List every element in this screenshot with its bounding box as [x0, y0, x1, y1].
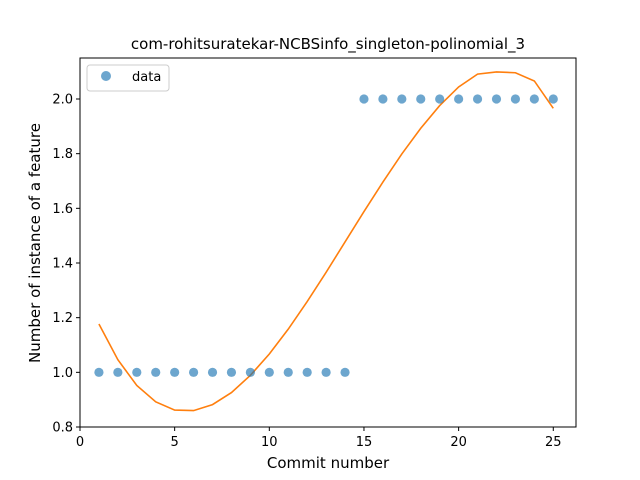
x-tick-label: 10 [261, 435, 278, 450]
axes: 0 5 10 15 20 25 0.8 1.0 1.2 1.4 1.6 1.8 2.0 [52, 93, 561, 451]
legend-marker [101, 71, 111, 81]
y-tick-label: 1.6 [52, 202, 73, 217]
data-point [378, 94, 388, 104]
y-tick-label: 0.8 [52, 421, 73, 436]
data-point [359, 94, 369, 104]
chart-title: com-rohitsuratekar-NCBSinfo_singleton-po… [131, 35, 525, 54]
data-point [491, 94, 502, 104]
data-point [94, 367, 104, 377]
x-axis-label: Commit number [267, 454, 390, 472]
data-point [340, 367, 350, 377]
data-point [321, 367, 331, 377]
data-point [283, 367, 293, 377]
y-tick-label: 1.2 [52, 311, 73, 326]
legend: data [86, 64, 170, 92]
y-tick-label: 1.8 [52, 147, 73, 162]
plot-area [94, 71, 558, 412]
data-point [226, 367, 237, 377]
data-point [207, 367, 218, 377]
data-point [151, 367, 161, 377]
x-tick-label: 20 [450, 435, 467, 450]
data-point [472, 94, 483, 104]
y-axis-label: Number of instance of a feature [26, 123, 44, 363]
x-tick-label: 25 [545, 435, 562, 450]
data-point [454, 94, 464, 104]
x-tick-label: 0 [76, 435, 84, 450]
y-tick-label: 1.4 [52, 257, 73, 272]
data-point [435, 94, 445, 104]
data-point [529, 94, 539, 104]
data-point [397, 94, 407, 104]
x-tick-label: 5 [171, 435, 179, 450]
data-point [302, 367, 312, 377]
data-point [113, 367, 123, 377]
y-tick-label: 2.0 [52, 93, 73, 108]
fit-line [98, 71, 554, 412]
data-point [548, 94, 558, 104]
data-point [245, 367, 255, 377]
x-tick-label: 15 [356, 435, 373, 450]
legend-label: data [132, 70, 161, 85]
data-point [132, 367, 142, 377]
data-point [264, 367, 274, 377]
plot-frame [79, 57, 577, 428]
data-point [510, 94, 521, 104]
data-point [170, 367, 180, 377]
y-tick-label: 1.0 [52, 366, 73, 381]
data-point [188, 367, 199, 377]
data-point [416, 94, 426, 104]
